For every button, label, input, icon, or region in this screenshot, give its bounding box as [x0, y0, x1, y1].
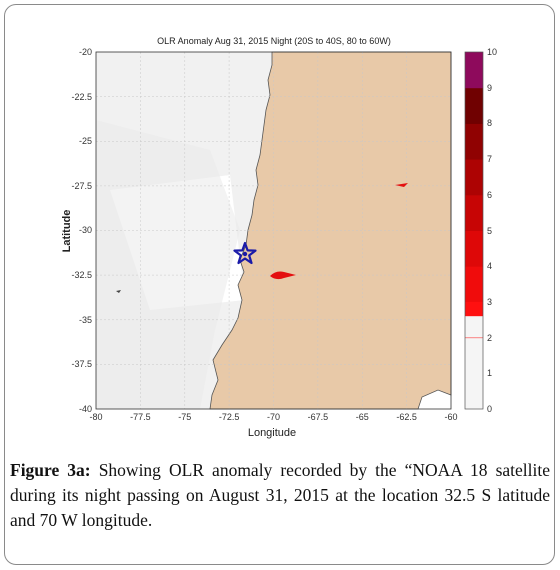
- x-tick-label: -80: [89, 412, 102, 422]
- colorbar-band: [465, 337, 483, 374]
- x-tick-label: -77.5: [130, 412, 151, 422]
- colorbar-tick-label: 8: [487, 118, 492, 128]
- colorbar-band: [465, 159, 483, 196]
- x-tick-label: -65: [356, 412, 369, 422]
- x-tick-label: -60: [444, 412, 457, 422]
- anomaly-region-coast: [270, 271, 296, 280]
- x-tick-label: -75: [178, 412, 191, 422]
- colorbar-band: [465, 373, 483, 410]
- y-tick-label: -32.5: [71, 270, 92, 280]
- colorbar-tick-label: 6: [487, 190, 492, 200]
- colorbar-band: [465, 123, 483, 160]
- x-axis-label: Longitude: [248, 427, 296, 439]
- colorbar-border: [464, 51, 484, 410]
- y-tick-label: -22.5: [71, 92, 92, 102]
- caption-text: Showing OLR anomaly recorded by the “NOA…: [10, 460, 550, 530]
- map-title: OLR Anomaly Aug 31, 2015 Night (20S to 4…: [157, 36, 391, 46]
- colorbar-bands: [465, 52, 483, 410]
- colorbar-tick-label: 0: [487, 404, 492, 414]
- figure-frame: [4, 4, 555, 565]
- colorbar-band: [465, 87, 483, 124]
- map-axes-box: [95, 51, 452, 410]
- colorbar-tick-labels: 10 9 8 7 6 5 4 3 2 1 0: [487, 47, 497, 414]
- caption-label: Figure 3a:: [10, 460, 91, 480]
- colorbar-tick-label: 1: [487, 368, 492, 378]
- x-tick-label: -62.5: [396, 412, 417, 422]
- colorbar-band: [465, 194, 483, 231]
- colorbar-band: [465, 301, 483, 317]
- y-tick-label: -27.5: [71, 181, 92, 191]
- y-tick-label: -20: [79, 47, 92, 57]
- small-island: [116, 290, 121, 293]
- low-anomaly-shading-inner: [96, 120, 240, 409]
- y-tick-label: -37.5: [71, 359, 92, 369]
- colorbar-band: [465, 266, 483, 303]
- location-star-center: [242, 251, 248, 257]
- colorbar-tick-label: 10: [487, 47, 497, 57]
- colorbar-tick-label: 3: [487, 297, 492, 307]
- colorbar: 10 9 8 7 6 5 4 3 2 1 0: [464, 47, 497, 414]
- olr-anomaly-map-figure: OLR Anomaly Aug 31, 2015 Night (20S to 4…: [61, 36, 497, 439]
- y-tick-label: -40: [79, 404, 92, 414]
- y-tick-label: -30: [79, 225, 92, 235]
- colorbar-tick-label: 4: [487, 261, 492, 271]
- location-star-icon: [233, 241, 257, 265]
- colorbar-band: [465, 230, 483, 267]
- y-tick-label: -25: [79, 136, 92, 146]
- colorbar-tick-label: 7: [487, 154, 492, 164]
- y-axis-label: Latitude: [61, 210, 73, 253]
- figure-caption: Figure 3a: Showing OLR anomaly recorded …: [10, 458, 550, 533]
- colorbar-tick-label: 2: [487, 333, 492, 343]
- y-tick-labels: -20 -22.5 -25 -27.5 -30 -32.5 -35 -37.5 …: [71, 47, 92, 414]
- colorbar-tick-label: 5: [487, 226, 492, 236]
- map-plot-area: [95, 51, 452, 410]
- y-tick-label: -35: [79, 315, 92, 325]
- colorbar-band: [465, 316, 483, 338]
- x-tick-labels: -80 -77.5 -75 -72.5 -70 -67.5 -65 -62.5 …: [89, 412, 457, 422]
- colorbar-tick-label: 9: [487, 83, 492, 93]
- x-tick-label: -70: [267, 412, 280, 422]
- x-tick-label: -72.5: [219, 412, 240, 422]
- anomaly-region-inland: [395, 183, 408, 187]
- x-tick-label: -67.5: [308, 412, 329, 422]
- colorbar-band: [465, 52, 483, 89]
